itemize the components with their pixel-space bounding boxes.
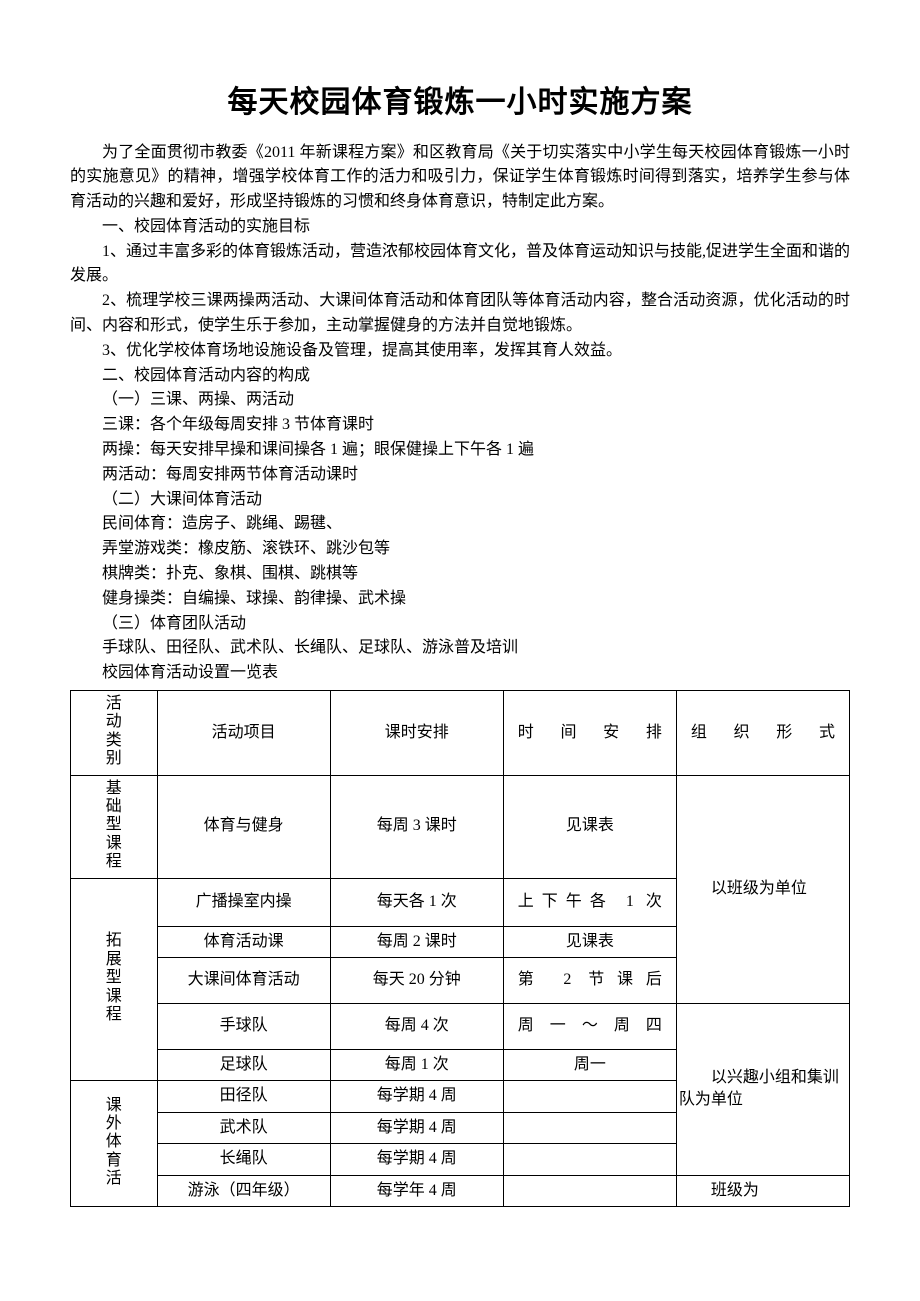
cell-item: 广播操室内操 <box>157 878 330 926</box>
section2a-item1: 三课：各个年级每周安排 3 节体育课时 <box>70 413 850 438</box>
activity-table: 活动类别 活动项目 课时安排 时间安排 组织形式 基础型课程 体育与健身 每周 … <box>70 690 850 1207</box>
th-time: 时间安排 <box>503 691 676 776</box>
cell-period: 每周 3 课时 <box>330 775 503 878</box>
cell-time: 见课表 <box>503 926 676 957</box>
section2a-item2: 两操：每天安排早操和课间操各 1 遍；眼保健操上下午各 1 遍 <box>70 438 850 463</box>
section1-item1: 1、通过丰富多彩的体育锻炼活动，营造浓郁校园体育文化，普及体育运动知识与技能,促… <box>70 240 850 290</box>
cat-basic: 基础型课程 <box>71 775 158 878</box>
section2c-item1: 手球队、田径队、武术队、长绳队、足球队、游泳普及培训 <box>70 636 850 661</box>
cell-time <box>503 1081 676 1112</box>
cell-time <box>503 1144 676 1175</box>
table-caption: 校园体育活动设置一览表 <box>70 661 850 686</box>
cell-item: 长绳队 <box>157 1144 330 1175</box>
intro-paragraph: 为了全面贯彻市教委《2011 年新课程方案》和区教育局《关于切实落实中小学生每天… <box>70 141 850 215</box>
section1-item2: 2、梳理学校三课两操两活动、大课间体育活动和体育团队等体育活动内容，整合活动资源… <box>70 289 850 339</box>
cell-period: 每周 2 课时 <box>330 926 503 957</box>
cell-period: 每天各 1 次 <box>330 878 503 926</box>
cell-item: 大课间体育活动 <box>157 957 330 1003</box>
cell-period: 每天 20 分钟 <box>330 957 503 1003</box>
cell-period: 每周 4 次 <box>330 1003 503 1049</box>
th-item: 活动项目 <box>157 691 330 776</box>
section2b-item4: 健身操类：自编操、球操、韵律操、武术操 <box>70 587 850 612</box>
section2b-item3: 棋牌类：扑克、象棋、围棋、跳棋等 <box>70 562 850 587</box>
table-row: 游泳（四年级） 每学年 4 周 班级为 <box>71 1175 850 1206</box>
section1-heading: 一、校园体育活动的实施目标 <box>70 215 850 240</box>
cell-item: 武术队 <box>157 1112 330 1143</box>
cell-time <box>503 1175 676 1206</box>
section2b-item2: 弄堂游戏类：橡皮筋、滚铁环、跳沙包等 <box>70 537 850 562</box>
cell-item: 游泳（四年级） <box>157 1175 330 1206</box>
cell-item: 体育与健身 <box>157 775 330 878</box>
cell-org-class: 以班级为单位 <box>676 775 849 1003</box>
th-category: 活动类别 <box>71 691 158 776</box>
cell-time: 第 2 节课后 <box>503 957 676 1003</box>
cell-period: 每学期 4 周 <box>330 1112 503 1143</box>
th-org: 组织形式 <box>676 691 849 776</box>
page-title: 每天校园体育锻炼一小时实施方案 <box>70 80 850 127</box>
section2b-item1: 民间体育：造房子、跳绳、踢毽、 <box>70 512 850 537</box>
section2b-heading: （二）大课间体育活动 <box>70 488 850 513</box>
cell-item: 手球队 <box>157 1003 330 1049</box>
cell-org-class2: 班级为 <box>676 1175 849 1206</box>
cell-time: 周一 <box>503 1049 676 1080</box>
cell-period: 每学年 4 周 <box>330 1175 503 1206</box>
section2-heading: 二、校园体育活动内容的构成 <box>70 364 850 389</box>
cell-time <box>503 1112 676 1143</box>
cell-time: 上下午各 1 次 <box>503 878 676 926</box>
section2a-item3: 两活动：每周安排两节体育活动课时 <box>70 463 850 488</box>
cat-extended: 拓展型课程 <box>71 878 158 1081</box>
cat-extra: 课外体育活 <box>71 1081 158 1207</box>
cell-org-interest: 以兴趣小组和集训队为单位 <box>676 1003 849 1175</box>
table-header-row: 活动类别 活动项目 课时安排 时间安排 组织形式 <box>71 691 850 776</box>
cell-period: 每周 1 次 <box>330 1049 503 1080</box>
cell-item: 体育活动课 <box>157 926 330 957</box>
section2a-heading: （一）三课、两操、两活动 <box>70 388 850 413</box>
cell-item: 足球队 <box>157 1049 330 1080</box>
table-row: 手球队 每周 4 次 周一～周四 以兴趣小组和集训队为单位 <box>71 1003 850 1049</box>
table-row: 基础型课程 体育与健身 每周 3 课时 见课表 以班级为单位 <box>71 775 850 878</box>
cell-period: 每学期 4 周 <box>330 1081 503 1112</box>
th-period: 课时安排 <box>330 691 503 776</box>
cell-period: 每学期 4 周 <box>330 1144 503 1175</box>
cell-time: 见课表 <box>503 775 676 878</box>
section2c-heading: （三）体育团队活动 <box>70 612 850 637</box>
cell-item: 田径队 <box>157 1081 330 1112</box>
section1-item3: 3、优化学校体育场地设施设备及管理，提高其使用率，发挥其育人效益。 <box>70 339 850 364</box>
cell-time: 周一～周四 <box>503 1003 676 1049</box>
